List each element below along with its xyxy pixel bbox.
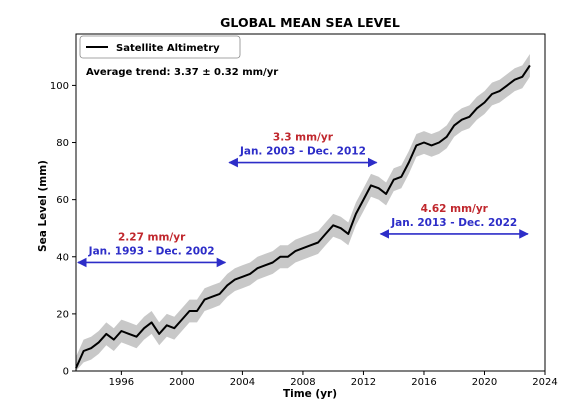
legend: Satellite Altimetry xyxy=(79,35,241,59)
x-tick-label-1996: 1996 xyxy=(109,377,134,388)
legend-box xyxy=(79,35,241,59)
plot-area: Jan. 1993 - Dec. 2002 2.27 mm/yr Jan. 2003… xyxy=(75,33,546,372)
x-axis-label: Time (yr) xyxy=(283,388,337,400)
y-tick-label-60: 60 xyxy=(56,195,69,206)
average-trend-text: Average trend: 3.37 ± 0.32 mm/yr xyxy=(86,67,278,78)
x-tick-label-2004: 2004 xyxy=(230,377,255,388)
period-label-3: Jan. 2013 - Dec. 2022 xyxy=(390,217,517,229)
x-tick-label-2016: 2016 xyxy=(411,377,436,388)
y-tick-label-100: 100 xyxy=(50,81,69,92)
x-tick-label-2008: 2008 xyxy=(290,377,315,388)
uncertainty-band xyxy=(76,54,530,371)
x-tick-label-2000: 2000 xyxy=(169,377,194,388)
rate-label-1: 2.27 mm/yr xyxy=(118,231,186,243)
x-axis-ticks: 1996 2000 2004 2008 2012 2016 2020 2024 xyxy=(109,371,558,388)
x-tick-label-2020: 2020 xyxy=(472,377,497,388)
rate-label-2: 3.3 mm/yr xyxy=(273,132,334,144)
period-label-1: Jan. 1993 - Dec. 2002 xyxy=(88,245,215,257)
legend-label-satellite-altimetry: Satellite Altimetry xyxy=(116,43,220,54)
y-axis-ticks: 0 20 40 60 80 100 xyxy=(50,81,76,378)
trend-annotations: Jan. 1993 - Dec. 2002 2.27 mm/yr Jan. 2003… xyxy=(77,132,529,268)
series-line-satellite-altimetry xyxy=(75,64,531,369)
chart-title: GLOBAL MEAN SEA LEVEL xyxy=(220,15,400,30)
y-tick-label-80: 80 xyxy=(56,138,69,149)
plot-frame xyxy=(75,33,546,372)
y-tick-label-0: 0 xyxy=(63,367,69,378)
rate-label-3: 4.62 mm/yr xyxy=(421,203,489,215)
x-tick-label-2024: 2024 xyxy=(532,377,557,388)
y-tick-label-40: 40 xyxy=(56,252,69,263)
y-axis-label: Sea Level (mm) xyxy=(37,160,49,252)
x-tick-label-2012: 2012 xyxy=(351,377,376,388)
y-tick-label-20: 20 xyxy=(56,309,69,320)
period-label-2: Jan. 2003 - Dec. 2012 xyxy=(239,146,366,158)
